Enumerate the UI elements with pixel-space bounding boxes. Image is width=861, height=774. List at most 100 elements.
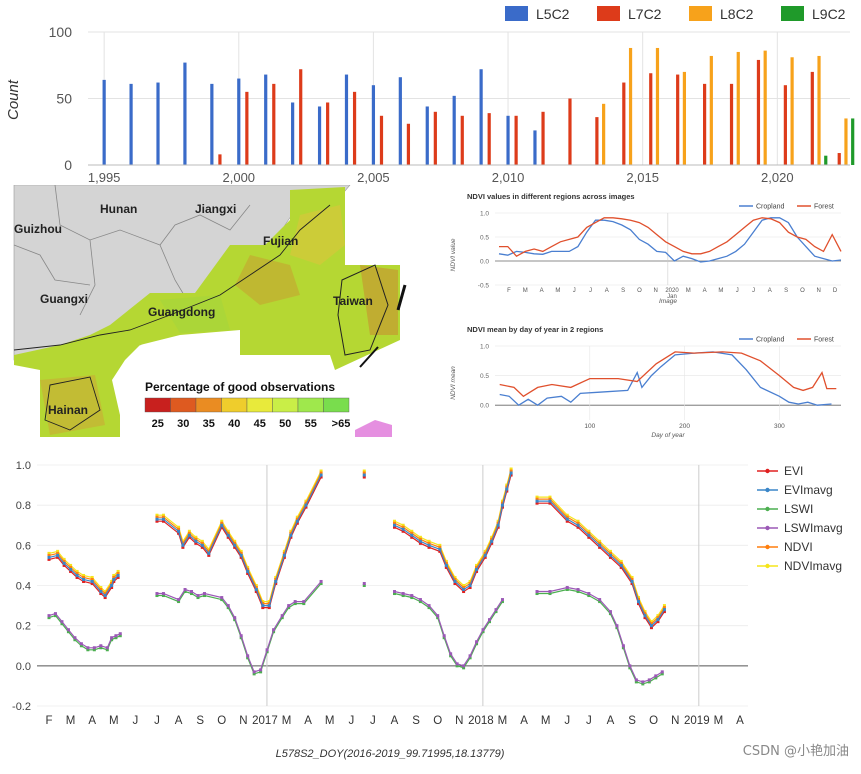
bar-marks bbox=[102, 47, 855, 166]
p5-point-ndvi bbox=[233, 541, 237, 545]
p5-x-tick-label: A bbox=[175, 715, 183, 727]
p3-plot: 1.0 0.5 0.0 -0.5 F M A M J J A S O N 2020 M A M J J A S O N D Jan bbox=[478, 211, 842, 300]
p5-point-lswi bbox=[202, 594, 206, 598]
p5-point-evi bbox=[535, 501, 539, 505]
map-legend-swatch bbox=[221, 397, 248, 413]
p5-point-ndvimavg bbox=[438, 543, 442, 547]
p5-point-ndvi bbox=[261, 602, 265, 606]
map-legend: 25 30 35 40 45 50 55 >65 bbox=[144, 397, 350, 430]
p5-point-evi bbox=[177, 531, 181, 535]
p5-point-ndvi bbox=[475, 565, 479, 569]
p5-x-tick-label: O bbox=[649, 715, 658, 727]
map-legend-label: 50 bbox=[279, 418, 291, 430]
p5-line-ndvimavg bbox=[394, 468, 512, 587]
p5-x-tick-label: J bbox=[586, 715, 592, 727]
bar-l5c2 bbox=[317, 106, 322, 165]
p5-point-evi bbox=[254, 590, 258, 594]
p5-point-ndvi bbox=[418, 537, 422, 541]
p5-point-lswi bbox=[535, 592, 539, 596]
p5-point-ndvi bbox=[56, 551, 60, 555]
p3-series-cropland bbox=[498, 217, 842, 263]
p5-point-lswimavg bbox=[239, 634, 243, 638]
p5-point-evi bbox=[656, 620, 660, 624]
label-guangdong: Guangdong bbox=[148, 305, 215, 319]
p5-point-lswi bbox=[92, 648, 96, 652]
p5-point-evi bbox=[69, 569, 73, 573]
p5-point-lswimavg bbox=[190, 590, 194, 594]
p5-x-tick-label: S bbox=[412, 715, 420, 727]
bar-x-tick-label: 1,995 bbox=[88, 170, 121, 185]
map-legend-swatch bbox=[246, 397, 273, 413]
p5-point-evimavg bbox=[90, 579, 94, 583]
p4-title: NDVI mean by day of year in 2 regions bbox=[467, 325, 603, 334]
p5-point-lswi bbox=[608, 612, 612, 616]
p5-point-evimavg bbox=[662, 608, 666, 612]
map-legend-swatch bbox=[144, 397, 171, 413]
p5-point-evimavg bbox=[56, 553, 60, 557]
p5-point-ndvimavg bbox=[410, 529, 414, 533]
p4-legend-label-cropland: Cropland bbox=[756, 337, 785, 344]
p5-point-ndvi bbox=[393, 521, 396, 525]
p5-point-lswimavg bbox=[280, 614, 284, 618]
p4-x-tick-label: 100 bbox=[584, 423, 595, 430]
p5-point-lswimavg bbox=[462, 664, 466, 668]
map-legend-label: 55 bbox=[305, 418, 317, 430]
p5-point-lswi bbox=[576, 590, 580, 594]
p5-point-ndvi bbox=[274, 577, 278, 581]
p5-point-lswimavg bbox=[393, 590, 396, 594]
p5-point-ndvi bbox=[444, 561, 448, 565]
p5-x-tick-label: 2017 bbox=[252, 715, 278, 727]
p5-point-lswi bbox=[393, 592, 396, 596]
p5-x-tick-label: 2018 bbox=[468, 715, 494, 727]
p5-point-ndvimavg bbox=[112, 573, 116, 577]
p5-point-ndvi bbox=[187, 531, 191, 535]
bar-l5c2 bbox=[183, 62, 187, 166]
p5-point-ndvi bbox=[82, 575, 86, 579]
p5-point-lswi bbox=[488, 620, 492, 624]
bar-y-tick-label: 100 bbox=[49, 24, 73, 40]
bar-legend: L5C2 L7C2 L8C2 L9C2 bbox=[505, 6, 846, 22]
p5-point-ndvi bbox=[649, 622, 653, 626]
doy-chart-svg: 1.00.80.60.40.20.0-0.2F M A M J J A S O N 2017 M A M J… bbox=[12, 460, 843, 760]
p4-x-tick-label: 200 bbox=[679, 423, 690, 430]
p5-point-evi bbox=[483, 555, 487, 559]
p5-point-lswi bbox=[252, 672, 256, 676]
p5-point-evimavg bbox=[112, 577, 116, 581]
label-hainan: Hainan bbox=[48, 403, 88, 417]
label-fujian: Fujian bbox=[263, 234, 298, 248]
p5-point-ndvi bbox=[90, 577, 94, 581]
p5-point-lswi bbox=[362, 584, 366, 587]
bar-l7c2 bbox=[245, 91, 249, 165]
legend-label-l7c2: L7C2 bbox=[628, 6, 662, 22]
p4-series-forest bbox=[499, 351, 837, 398]
p5-point-ndvimavg bbox=[656, 614, 660, 618]
p5-point-ndvi bbox=[637, 598, 641, 602]
p5-point-lswimavg bbox=[576, 588, 580, 592]
p5-point-evimavg bbox=[194, 539, 198, 543]
p5-point-evimavg bbox=[500, 503, 504, 507]
p5-point-lswi bbox=[53, 614, 57, 618]
p5-point-ndvi bbox=[656, 616, 660, 620]
p5-point-ndvi bbox=[177, 527, 181, 531]
p5-point-ndvimavg bbox=[282, 549, 286, 553]
bar-l7c2 bbox=[729, 83, 734, 165]
p5-point-ndvimavg bbox=[62, 557, 66, 561]
p5-point-lswi bbox=[99, 646, 103, 650]
p5-point-lswimavg bbox=[272, 628, 276, 632]
p5-point-ndvimavg bbox=[393, 519, 396, 523]
p5-x-tick-label: M bbox=[66, 715, 76, 727]
p5-point-evimavg bbox=[548, 499, 552, 503]
legend-label-l5c2: L5C2 bbox=[536, 6, 570, 22]
p5-point-lswimavg bbox=[259, 668, 263, 672]
bar-l7c2 bbox=[433, 111, 437, 165]
p5-point-evi bbox=[161, 519, 165, 523]
p5-point-lswi bbox=[462, 666, 466, 670]
bar-l5c2 bbox=[156, 82, 160, 165]
map-legend-label: 25 bbox=[152, 418, 164, 430]
p5-point-lswimavg bbox=[488, 618, 492, 622]
p5-point-ndvimavg bbox=[662, 604, 666, 608]
p5-x-tick-label: S bbox=[196, 715, 204, 727]
p5-point-evimavg bbox=[475, 567, 479, 571]
p3-x-tick-sublabel: Jan bbox=[667, 294, 677, 300]
p5-point-lswi bbox=[319, 581, 323, 585]
